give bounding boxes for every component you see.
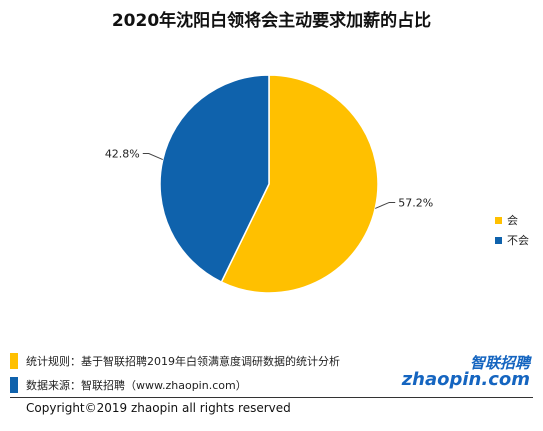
legend-item-yes: 会 <box>495 210 529 230</box>
note-source-text: 数据来源：智联招聘（www.zhaopin.com） <box>26 379 247 392</box>
legend-item-no: 不会 <box>495 230 529 250</box>
legend-swatch-yes <box>495 216 502 224</box>
legend-label-yes: 会 <box>507 214 518 227</box>
leader-line-0 <box>375 201 396 209</box>
pie-slice-0 <box>220 74 379 294</box>
chart-title: 2020年沈阳白领将会主动要求加薪的占比 <box>111 11 432 31</box>
data-label-1: 42.8% <box>105 148 140 161</box>
note-method-marker <box>10 353 18 369</box>
legend-label-no: 不会 <box>507 234 529 247</box>
notes: 统计规则：基于智联招聘2019年白领满意度调研数据的统计分析 数据来源：智联招聘… <box>10 349 340 397</box>
data-label-0: 57.2% <box>398 196 433 209</box>
zhaopin-logo: 智联招聘 zhaopin.com <box>402 352 532 396</box>
logo-chinese: 智联招聘 <box>469 354 530 372</box>
note-source-marker <box>10 377 18 393</box>
footer-divider <box>10 397 533 398</box>
note-method-text: 统计规则：基于智联招聘2019年白领满意度调研数据的统计分析 <box>26 355 340 368</box>
chart-legend: 会 不会 <box>495 210 529 250</box>
logo-english: zhaopin.com <box>401 369 530 390</box>
note-source: 数据来源：智联招聘（www.zhaopin.com） <box>10 373 340 397</box>
leader-line-1 <box>142 153 163 161</box>
copyright-text: Copyright©2019 zhaopin all rights reserv… <box>26 401 291 415</box>
note-method: 统计规则：基于智联招聘2019年白领满意度调研数据的统计分析 <box>10 349 340 373</box>
legend-swatch-no <box>495 236 502 244</box>
